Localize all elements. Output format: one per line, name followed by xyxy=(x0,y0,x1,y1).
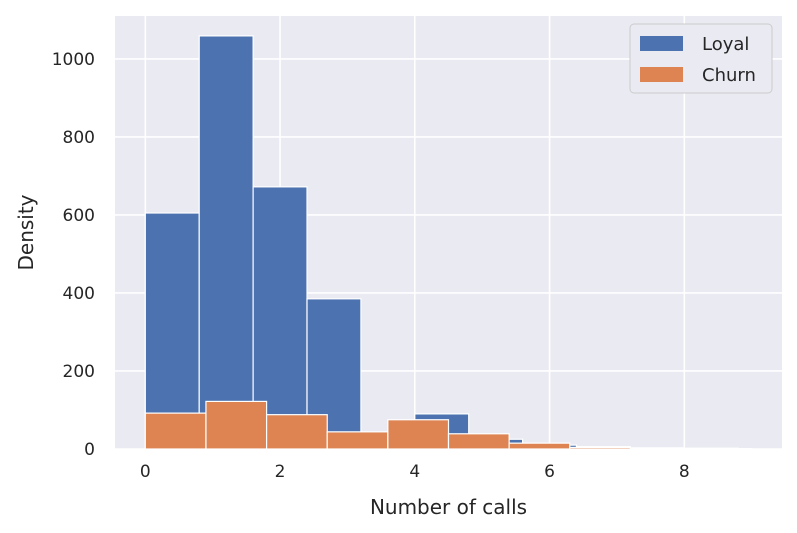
tick-labels: 0 2 4 6 8 0 200 400 600 800 1000 xyxy=(52,50,690,482)
bar-churn xyxy=(508,442,571,450)
bar-churn xyxy=(447,433,510,450)
series-churn xyxy=(144,400,753,450)
x-tick-label: 2 xyxy=(275,462,286,482)
y-axis-label: Density xyxy=(14,194,38,270)
x-tick-label: 4 xyxy=(409,462,420,482)
bar-churn xyxy=(569,446,632,450)
bar-loyal xyxy=(306,298,362,450)
y-tick-label: 800 xyxy=(63,128,95,148)
x-tick-label: 0 xyxy=(140,462,151,482)
legend-swatch-loyal xyxy=(640,36,683,51)
bar-churn xyxy=(205,400,268,450)
legend: Loyal Churn xyxy=(629,23,773,94)
legend-label-churn: Churn xyxy=(702,65,756,86)
y-tick-label: 0 xyxy=(84,440,95,460)
legend-swatch-churn xyxy=(640,67,683,82)
y-tick-label: 1000 xyxy=(52,50,95,70)
x-tick-label: 8 xyxy=(679,462,690,482)
legend-label-loyal: Loyal xyxy=(702,34,749,55)
bar-churn xyxy=(326,431,389,450)
bar-loyal xyxy=(198,35,254,450)
histogram-bars xyxy=(144,35,753,450)
x-axis-label: Number of calls xyxy=(370,495,527,519)
y-tick-label: 400 xyxy=(63,284,95,304)
x-tick-label: 6 xyxy=(544,462,555,482)
bar-churn xyxy=(387,419,450,450)
bar-churn xyxy=(144,412,207,450)
y-tick-label: 200 xyxy=(63,362,95,382)
series-loyal xyxy=(144,35,753,450)
bar-churn xyxy=(265,414,328,450)
y-tick-label: 600 xyxy=(63,206,95,226)
